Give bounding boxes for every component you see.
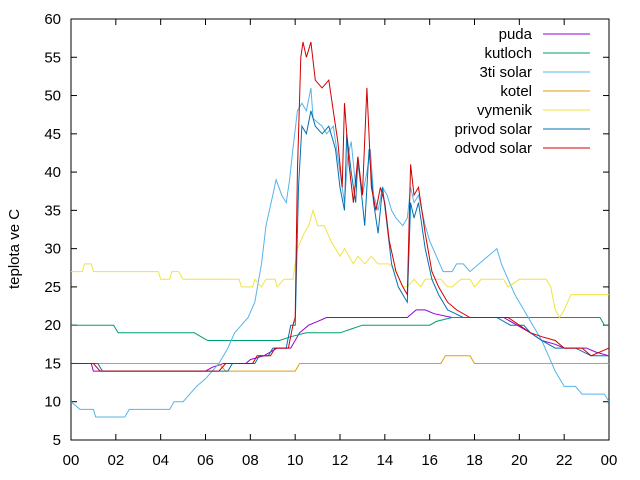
y-tick-label: 35 — [44, 202, 61, 219]
legend-label: kotel — [500, 83, 532, 100]
series-line-kotel — [71, 355, 609, 372]
x-tick-label: 08 — [242, 452, 259, 469]
x-tick-label: 20 — [511, 452, 528, 469]
x-tick-label: 16 — [421, 452, 438, 469]
y-tick-label: 60 — [44, 11, 61, 28]
series-line-kutloch — [71, 317, 609, 341]
x-tick-label: 02 — [107, 452, 124, 469]
legend-label: kutloch — [484, 45, 532, 62]
y-tick-label: 50 — [44, 88, 61, 105]
y-tick-label: 45 — [44, 126, 61, 143]
x-tick-label: 10 — [287, 452, 304, 469]
series-line-odvod-solar — [71, 41, 610, 372]
y-tick-label: 20 — [44, 317, 61, 334]
y-tick-label: 15 — [44, 355, 61, 372]
y-tick-label: 5 — [53, 432, 61, 449]
y-tick-label: 25 — [44, 279, 61, 296]
x-tick-label: 04 — [152, 452, 169, 469]
y-axis-title: teplota ve C — [6, 209, 23, 289]
x-tick-label: 22 — [556, 452, 573, 469]
x-tick-label: 12 — [332, 452, 349, 469]
x-tick-label: 18 — [466, 452, 483, 469]
legend-label: 3ti solar — [479, 64, 532, 81]
y-tick-label: 55 — [44, 49, 61, 66]
y-tick-label: 10 — [44, 394, 61, 411]
legend-label: privod solar — [454, 121, 532, 138]
y-tick-label: 40 — [44, 164, 61, 181]
legend-label: vymenik — [477, 102, 533, 119]
legend-label: puda — [499, 26, 533, 43]
x-tick-label: 06 — [197, 452, 214, 469]
x-tick-label: 00 — [63, 452, 80, 469]
y-tick-label: 30 — [44, 241, 61, 258]
x-tick-label: 14 — [376, 452, 393, 469]
x-tick-label: 00 — [601, 452, 618, 469]
series-line-vymenik — [71, 208, 609, 319]
legend-label: odvod solar — [454, 140, 532, 157]
